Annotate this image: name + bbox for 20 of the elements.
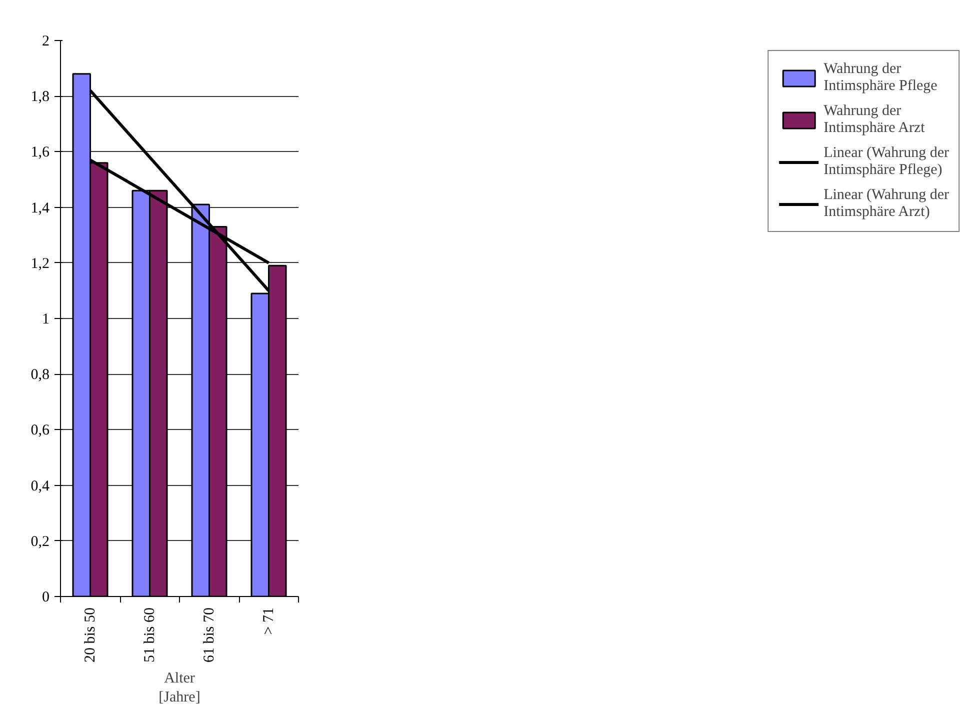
y-tick-label: 0,4	[30, 478, 50, 494]
y-tick-label: 0,8	[30, 367, 50, 384]
y-tick-label: 1,2	[30, 256, 50, 272]
x-axis-title: Alter [Jahre]	[158, 670, 200, 706]
x-tick-label: > 71	[260, 607, 277, 635]
x-tick-label: 20 bis 50	[82, 607, 98, 663]
legend-label: Wahrung der Intimsphäre Arzt	[824, 103, 925, 137]
legend-label: Linear (Wahrung der Intimsphäre Pflege)	[824, 145, 949, 179]
y-tick-label: 1	[42, 312, 50, 328]
y-tick-label: 0	[42, 590, 50, 606]
y-tick-label: 0,2	[30, 534, 50, 550]
y-tick-label: 0,6	[30, 422, 50, 439]
y-tick-label: 1,4	[30, 200, 50, 216]
legend-label: Linear (Wahrung der Intimsphäre Arzt)	[824, 187, 949, 221]
x-tick-label: 61 bis 70	[201, 607, 218, 663]
y-tick-label: 1,6	[30, 144, 50, 161]
x-tick-label: 51 bis 60	[142, 607, 158, 663]
y-tick-label: 2	[42, 34, 50, 50]
legend-label: Wahrung der Intimsphäre Pflege	[824, 61, 938, 95]
y-tick-label: 1,8	[30, 89, 50, 106]
